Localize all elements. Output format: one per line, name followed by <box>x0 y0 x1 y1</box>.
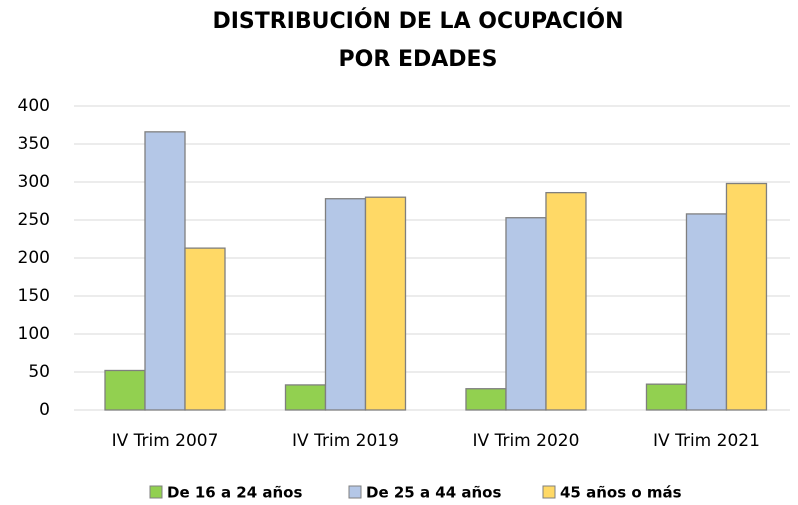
bar <box>505 217 547 411</box>
bar <box>685 213 728 411</box>
legend-label: De 25 a 44 años <box>366 484 501 502</box>
legend-label: De 16 a 24 años <box>167 484 302 502</box>
bar <box>465 388 507 411</box>
y-tick-label: 50 <box>28 362 50 382</box>
bar <box>324 198 367 411</box>
y-tick-label: 150 <box>18 286 50 306</box>
bar <box>284 384 327 411</box>
x-tick-label: IV Trim 2007 <box>112 431 219 451</box>
x-tick-label: IV Trim 2021 <box>653 431 760 451</box>
legend-swatch <box>348 485 362 499</box>
legend-swatch <box>542 485 556 499</box>
bar <box>104 369 146 411</box>
y-tick-label: 250 <box>18 210 50 230</box>
y-tick-label: 300 <box>18 172 50 192</box>
y-tick-label: 0 <box>39 400 50 420</box>
legend-swatch <box>149 485 163 499</box>
chart-title: POR EDADES <box>339 47 498 72</box>
y-tick-label: 100 <box>18 324 50 344</box>
chart-title: DISTRIBUCIÓN DE LA OCUPACIÓN <box>212 8 623 34</box>
x-tick-label: IV Trim 2020 <box>473 431 580 451</box>
x-tick-label: IV Trim 2019 <box>292 431 399 451</box>
bar <box>645 383 688 411</box>
y-tick-label: 350 <box>18 134 50 154</box>
y-tick-label: 200 <box>18 248 50 268</box>
bar <box>184 247 226 411</box>
bar <box>364 196 407 411</box>
bar <box>545 191 587 411</box>
bar <box>725 182 768 411</box>
y-tick-label: 400 <box>18 96 50 116</box>
legend-label: 45 años o más <box>560 484 682 502</box>
bar <box>144 131 186 411</box>
